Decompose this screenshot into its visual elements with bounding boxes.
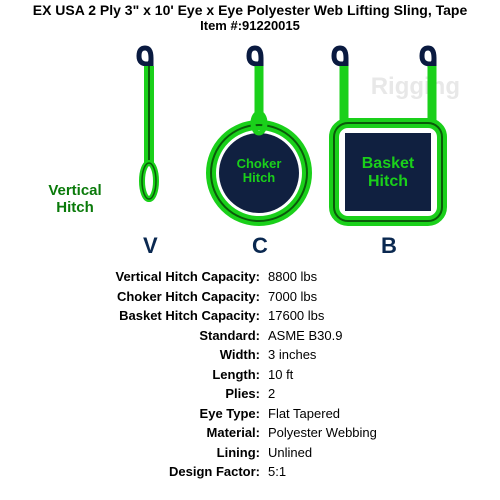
spec-row: Width:3 inches [20,345,480,365]
spec-row: Design Factor:5:1 [20,462,480,482]
product-title: EX USA 2 Ply 3" x 10' Eye x Eye Polyeste… [0,0,500,18]
item-label: Item #: [200,18,242,33]
basket-letter: B [381,233,397,259]
basket-hitch-svg [334,48,442,221]
choker-label: ChokerHitch [229,157,289,186]
spec-row: Eye Type:Flat Tapered [20,404,480,424]
spec-row: Material:Polyester Webbing [20,423,480,443]
item-number-row: Item #:91220015 [0,18,500,33]
item-number: 91220015 [242,18,300,33]
hitch-diagram: Rigging [0,33,500,263]
vertical-letter: V [143,233,158,259]
choker-hitch-svg [211,48,307,221]
spec-row: Standard:ASME B30.9 [20,326,480,346]
spec-row: Length:10 ft [20,365,480,385]
vertical-label: VerticalHitch [40,183,110,216]
choker-letter: C [252,233,268,259]
spec-row: Lining:Unlined [20,443,480,463]
spec-table: Vertical Hitch Capacity:8800 lbs Choker … [0,263,500,482]
spec-row: Choker Hitch Capacity:7000 lbs [20,287,480,307]
vertical-hitch-svg [139,48,156,199]
diagram-svg [0,33,500,263]
spec-row: Vertical Hitch Capacity:8800 lbs [20,267,480,287]
spec-row: Basket Hitch Capacity:17600 lbs [20,306,480,326]
spec-row: Plies:2 [20,384,480,404]
basket-label: BasketHitch [352,155,424,190]
